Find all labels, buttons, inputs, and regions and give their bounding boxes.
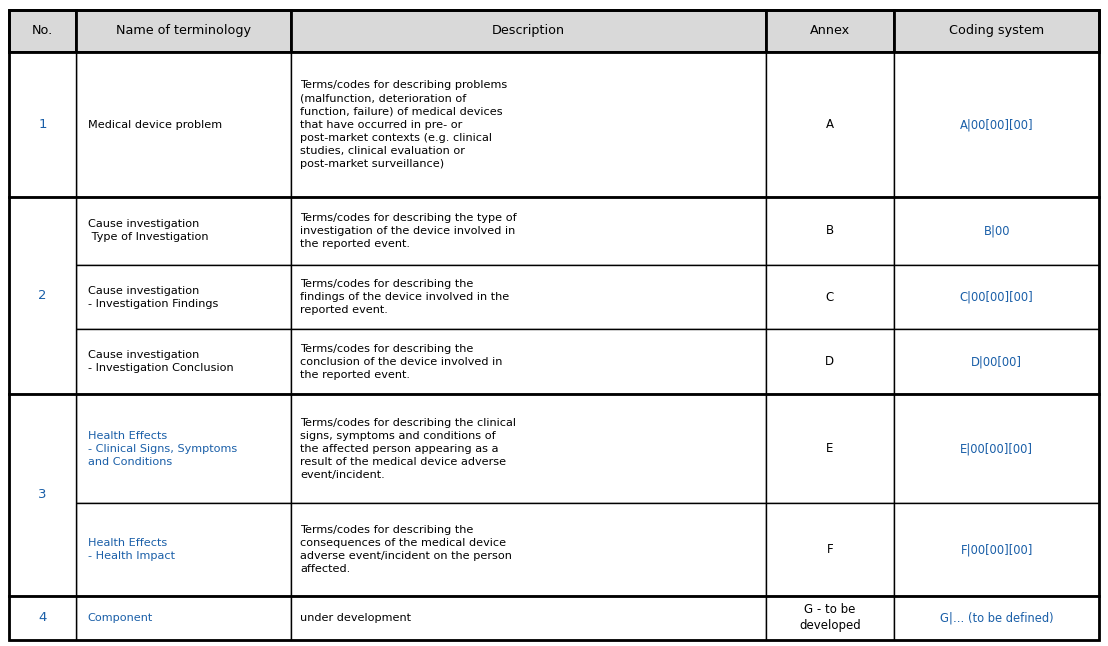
Text: E: E (827, 442, 833, 455)
Bar (76, 197, 291, 265)
Bar (766, 596, 894, 640)
Text: 2: 2 (39, 289, 47, 302)
Bar (9, 10, 76, 52)
Bar (291, 265, 766, 329)
Text: G - to be
developed: G - to be developed (799, 603, 861, 632)
Bar (894, 329, 1099, 394)
Text: Name of terminology: Name of terminology (116, 25, 252, 37)
Text: G|… (to be defined): G|… (to be defined) (940, 611, 1054, 624)
Bar (76, 596, 291, 640)
Bar (291, 10, 766, 52)
Text: F: F (827, 543, 833, 556)
Text: C|00[00][00]: C|00[00][00] (960, 291, 1034, 304)
Bar (9, 197, 76, 394)
Bar (894, 596, 1099, 640)
Text: A|00[00][00]: A|00[00][00] (960, 118, 1034, 131)
Bar (76, 52, 291, 197)
Text: Annex: Annex (810, 25, 850, 37)
Text: 4: 4 (39, 611, 47, 624)
Bar (894, 52, 1099, 197)
Text: Terms/codes for describing the type of
investigation of the device involved in
t: Terms/codes for describing the type of i… (300, 213, 516, 249)
Bar (766, 503, 894, 596)
Bar (766, 394, 894, 503)
Bar (9, 394, 76, 596)
Text: Cause investigation
 Type of Investigation: Cause investigation Type of Investigatio… (88, 220, 208, 242)
Bar (291, 394, 766, 503)
Bar (766, 10, 894, 52)
Bar (894, 10, 1099, 52)
Text: under development: under development (300, 612, 411, 623)
Bar (766, 197, 894, 265)
Bar (291, 596, 766, 640)
Bar (9, 596, 76, 640)
Text: Cause investigation
- Investigation Conclusion: Cause investigation - Investigation Conc… (88, 350, 233, 373)
Bar (766, 265, 894, 329)
Text: Health Effects
- Clinical Signs, Symptoms
and Conditions: Health Effects - Clinical Signs, Symptom… (88, 431, 237, 466)
Text: Terms/codes for describing problems
(malfunction, deterioration of
function, fai: Terms/codes for describing problems (mal… (300, 80, 507, 169)
Text: Health Effects
- Health Impact: Health Effects - Health Impact (88, 538, 175, 561)
Text: 1: 1 (39, 118, 47, 131)
Text: Coding system: Coding system (950, 25, 1044, 37)
Bar (76, 265, 291, 329)
Bar (894, 394, 1099, 503)
Bar (894, 503, 1099, 596)
Text: D|00[00]: D|00[00] (971, 355, 1023, 368)
Text: 3: 3 (39, 488, 47, 501)
Bar (76, 10, 291, 52)
Bar (894, 265, 1099, 329)
Bar (894, 197, 1099, 265)
Text: A: A (825, 118, 834, 131)
Bar (291, 329, 766, 394)
Bar (766, 52, 894, 197)
Text: D: D (825, 355, 834, 368)
Text: Terms/codes for describing the clinical
signs, symptoms and conditions of
the af: Terms/codes for describing the clinical … (300, 417, 516, 480)
Bar (291, 197, 766, 265)
Text: Terms/codes for describing the
consequences of the medical device
adverse event/: Terms/codes for describing the consequen… (300, 525, 512, 574)
Text: Component: Component (88, 612, 153, 623)
Text: B: B (825, 224, 834, 238)
Bar (9, 52, 76, 197)
Bar (76, 394, 291, 503)
Text: B|00: B|00 (984, 224, 1009, 238)
Text: Terms/codes for describing the
conclusion of the device involved in
the reported: Terms/codes for describing the conclusio… (300, 344, 503, 380)
Bar (766, 329, 894, 394)
Text: F|00[00][00]: F|00[00][00] (961, 543, 1033, 556)
Bar (291, 52, 766, 197)
Text: Description: Description (492, 25, 565, 37)
Text: C: C (825, 291, 834, 304)
Bar (76, 503, 291, 596)
Text: E|00[00][00]: E|00[00][00] (961, 442, 1033, 455)
Bar (76, 329, 291, 394)
Text: Cause investigation
- Investigation Findings: Cause investigation - Investigation Find… (88, 286, 218, 309)
Text: Terms/codes for describing the
findings of the device involved in the
reported e: Terms/codes for describing the findings … (300, 279, 510, 315)
Text: Medical device problem: Medical device problem (88, 120, 222, 130)
Text: No.: No. (32, 25, 53, 37)
Bar (291, 503, 766, 596)
